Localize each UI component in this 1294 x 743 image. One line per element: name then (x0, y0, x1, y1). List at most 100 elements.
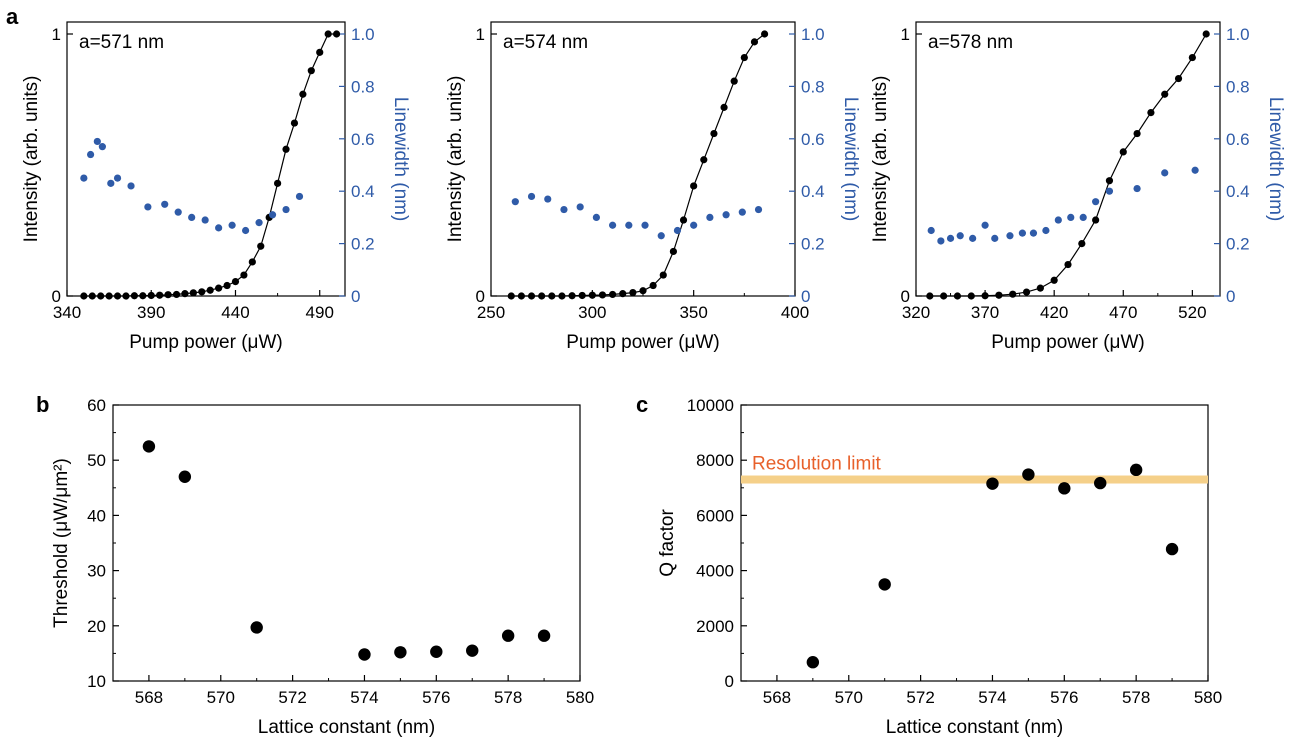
x-tick-label: 572 (906, 688, 934, 707)
intensity-point (639, 287, 647, 295)
linewidth-point (981, 221, 989, 229)
y2-tick-label: 0.2 (351, 235, 375, 254)
intensity-point (88, 292, 96, 300)
linewidth-point (1161, 169, 1169, 177)
intensity-point (558, 292, 566, 300)
data-point (250, 621, 263, 634)
intensity-point (598, 291, 607, 299)
intensity-point (1133, 129, 1141, 138)
data-point (394, 646, 407, 659)
y-tick-label: 10 (87, 672, 106, 691)
intensity-point (316, 48, 324, 56)
y2-tick-label: 0.6 (801, 130, 825, 149)
intensity-point (189, 289, 197, 297)
linewidth-point (241, 226, 250, 235)
data-point (142, 440, 156, 453)
y-tick-label: 2000 (696, 617, 734, 636)
y2-tick-label: 0.2 (801, 235, 825, 254)
intensity-point (669, 247, 678, 256)
data-point (1129, 463, 1143, 477)
intensity-point (679, 216, 688, 224)
x-tick-label: 580 (566, 688, 594, 707)
intensity-point (578, 291, 586, 300)
panel-letter-b: b (36, 392, 49, 417)
y2-tick-label: 0.8 (351, 77, 375, 96)
panel-letter-a: a (6, 4, 19, 29)
intensity-point (700, 156, 708, 164)
linewidth-point (161, 200, 169, 208)
panel-annotation: a=574 nm (503, 32, 588, 53)
intensity-point (507, 292, 515, 300)
y-tick-label: 0 (901, 287, 910, 306)
panel-annotation: a=578 nm (928, 32, 1013, 53)
linewidth-point (107, 179, 115, 187)
y-tick-label: 0 (476, 287, 485, 306)
linewidth-point (706, 213, 714, 221)
linewidth-point (527, 192, 536, 201)
intensity-point (324, 30, 332, 38)
linewidth-point (592, 213, 600, 221)
linewidth-point (560, 205, 568, 214)
intensity-point (659, 271, 667, 279)
linewidth-point (657, 232, 665, 240)
y2-tick-label: 0.8 (801, 77, 825, 96)
x-tick-label: 350 (679, 303, 707, 322)
y2-tick-label: 0.6 (1226, 130, 1250, 149)
intensity-line (83, 33, 337, 297)
y-tick-label: 1 (52, 25, 61, 44)
linewidth-point (625, 221, 633, 229)
data-point (430, 645, 443, 658)
y-tick-label: 1 (476, 25, 485, 44)
intensity-point (206, 286, 214, 294)
intensity-point (1174, 74, 1183, 83)
intensity-point (307, 67, 315, 75)
y2-tick-label: 0.4 (801, 182, 825, 201)
y-tick-label: 8000 (696, 451, 734, 470)
linewidth-point (673, 226, 682, 235)
y2-tick-label: 0.8 (1226, 77, 1250, 96)
y2-axis-title: Linewidth (nm) (1265, 97, 1286, 222)
intensity-point (740, 53, 748, 62)
y-axis-title: Threshold (μW/μm²) (51, 458, 72, 628)
linewidth-point (969, 234, 977, 242)
intensity-point (995, 291, 1003, 299)
y2-tick-label: 1.0 (1226, 25, 1250, 44)
linewidth-point (1018, 229, 1026, 237)
data-point (358, 648, 371, 661)
linewidth-point (1067, 213, 1075, 221)
y2-tick-label: 1.0 (801, 25, 825, 44)
intensity-point (172, 290, 181, 299)
linewidth-point (738, 208, 746, 216)
intensity-point (517, 292, 526, 300)
intensity-point (198, 288, 206, 296)
x-tick-label: 574 (350, 688, 378, 707)
intensity-point (122, 292, 130, 300)
data-point (878, 578, 891, 591)
linewidth-point (127, 182, 135, 190)
x-tick-label: 370 (971, 303, 999, 322)
intensity-point (981, 292, 989, 300)
y2-tick-label: 0 (801, 287, 810, 306)
intensity-point (105, 292, 113, 300)
y2-tick-label: 0 (351, 287, 360, 306)
intensity-point (97, 292, 105, 300)
data-point (501, 629, 515, 642)
panel-a1: 340 390 440 490 0 1 0 0.2 0.4 0.6 0.8 1.0 a=571 nm Pu… (21, 21, 411, 353)
intensity-point (147, 291, 155, 300)
data-point (1022, 468, 1035, 481)
x-tick-label: 420 (1040, 303, 1068, 322)
intensity-point (1119, 148, 1127, 156)
intensity-point (761, 30, 769, 38)
resolution-limit-band (741, 475, 1208, 484)
linewidth-point (1042, 226, 1050, 235)
x-tick-label: 578 (1122, 688, 1150, 707)
intensity-point (223, 281, 231, 290)
linewidth-point (937, 237, 945, 245)
panel-letter-c: c (636, 392, 648, 417)
intensity-point (1161, 90, 1169, 98)
linewidth-point (609, 221, 617, 229)
intensity-point (240, 271, 248, 279)
intensity-point (1009, 290, 1017, 298)
intensity-point (649, 281, 657, 290)
